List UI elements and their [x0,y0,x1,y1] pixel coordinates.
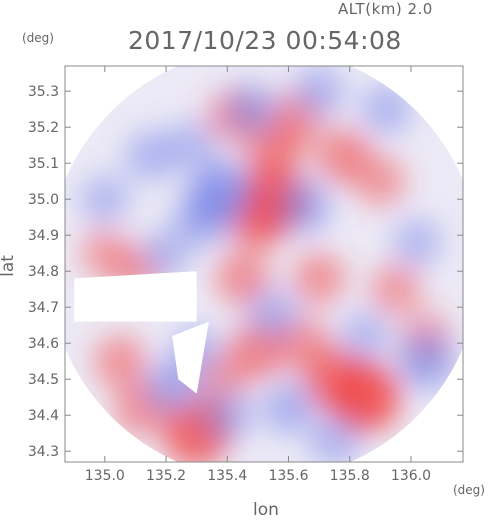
no-data-region [74,271,197,322]
y-tick-label-9: 35.2 [28,120,59,136]
y-tick-label-3: 34.6 [28,336,59,352]
plot-frame [64,65,464,463]
y-tick-label-10: 35.3 [28,84,59,100]
x-tick-label-5: 136.0 [391,468,431,484]
radar-cell-25 [276,179,331,234]
radar-cell-9 [370,263,422,315]
radar-cell-31 [397,332,456,391]
radar-cell-37 [340,311,390,361]
y-tick-label-6: 34.9 [28,228,59,244]
radar-cell-27 [165,120,216,170]
x-axis-unit: (deg) [453,483,485,497]
x-tick-label-4: 135.8 [330,468,370,484]
no-data-region [172,321,209,394]
radar-cell-30 [392,217,442,268]
x-tick-label-1: 135.2 [146,468,186,484]
radar-cell-11 [80,228,130,278]
radar-cell-6 [354,155,406,207]
radar-cell-7 [215,251,270,306]
radar-cell-29 [360,83,413,135]
radar-cell-26 [225,82,279,136]
radar-cell-36 [247,288,299,340]
y-tick-label-2: 34.5 [28,372,59,388]
radar-cell-21 [125,130,177,182]
x-axis-label: lon [253,500,279,520]
y-tick-label-4: 34.7 [28,300,59,316]
y-tick-label-5: 34.8 [28,264,59,280]
x-tick-label-2: 135.4 [207,468,247,484]
altitude-label: ALT(km) 2.0 [338,0,433,18]
y-tick-label-7: 35.0 [28,192,59,208]
radar-cell-17 [93,334,147,388]
y-axis-unit: (deg) [22,31,54,45]
radar-cell-39 [141,228,191,278]
radar-cell-24 [174,189,231,246]
radar-cell-28 [293,66,345,117]
radar-cell-33 [201,389,253,441]
chart-title-timestamp: 2017/10/23 00:54:08 [128,26,402,55]
radar-cell-38 [308,414,361,462]
x-tick-label-3: 135.6 [268,468,308,484]
y-tick-label-0: 34.3 [28,444,59,460]
x-tick-label-0: 135.0 [85,468,125,484]
radar-cell-22 [80,174,130,224]
radar-cell-32 [262,381,315,435]
y-tick-label-1: 34.4 [28,408,59,424]
radar-cell-8 [292,252,346,305]
y-tick-label-8: 35.1 [28,156,59,172]
